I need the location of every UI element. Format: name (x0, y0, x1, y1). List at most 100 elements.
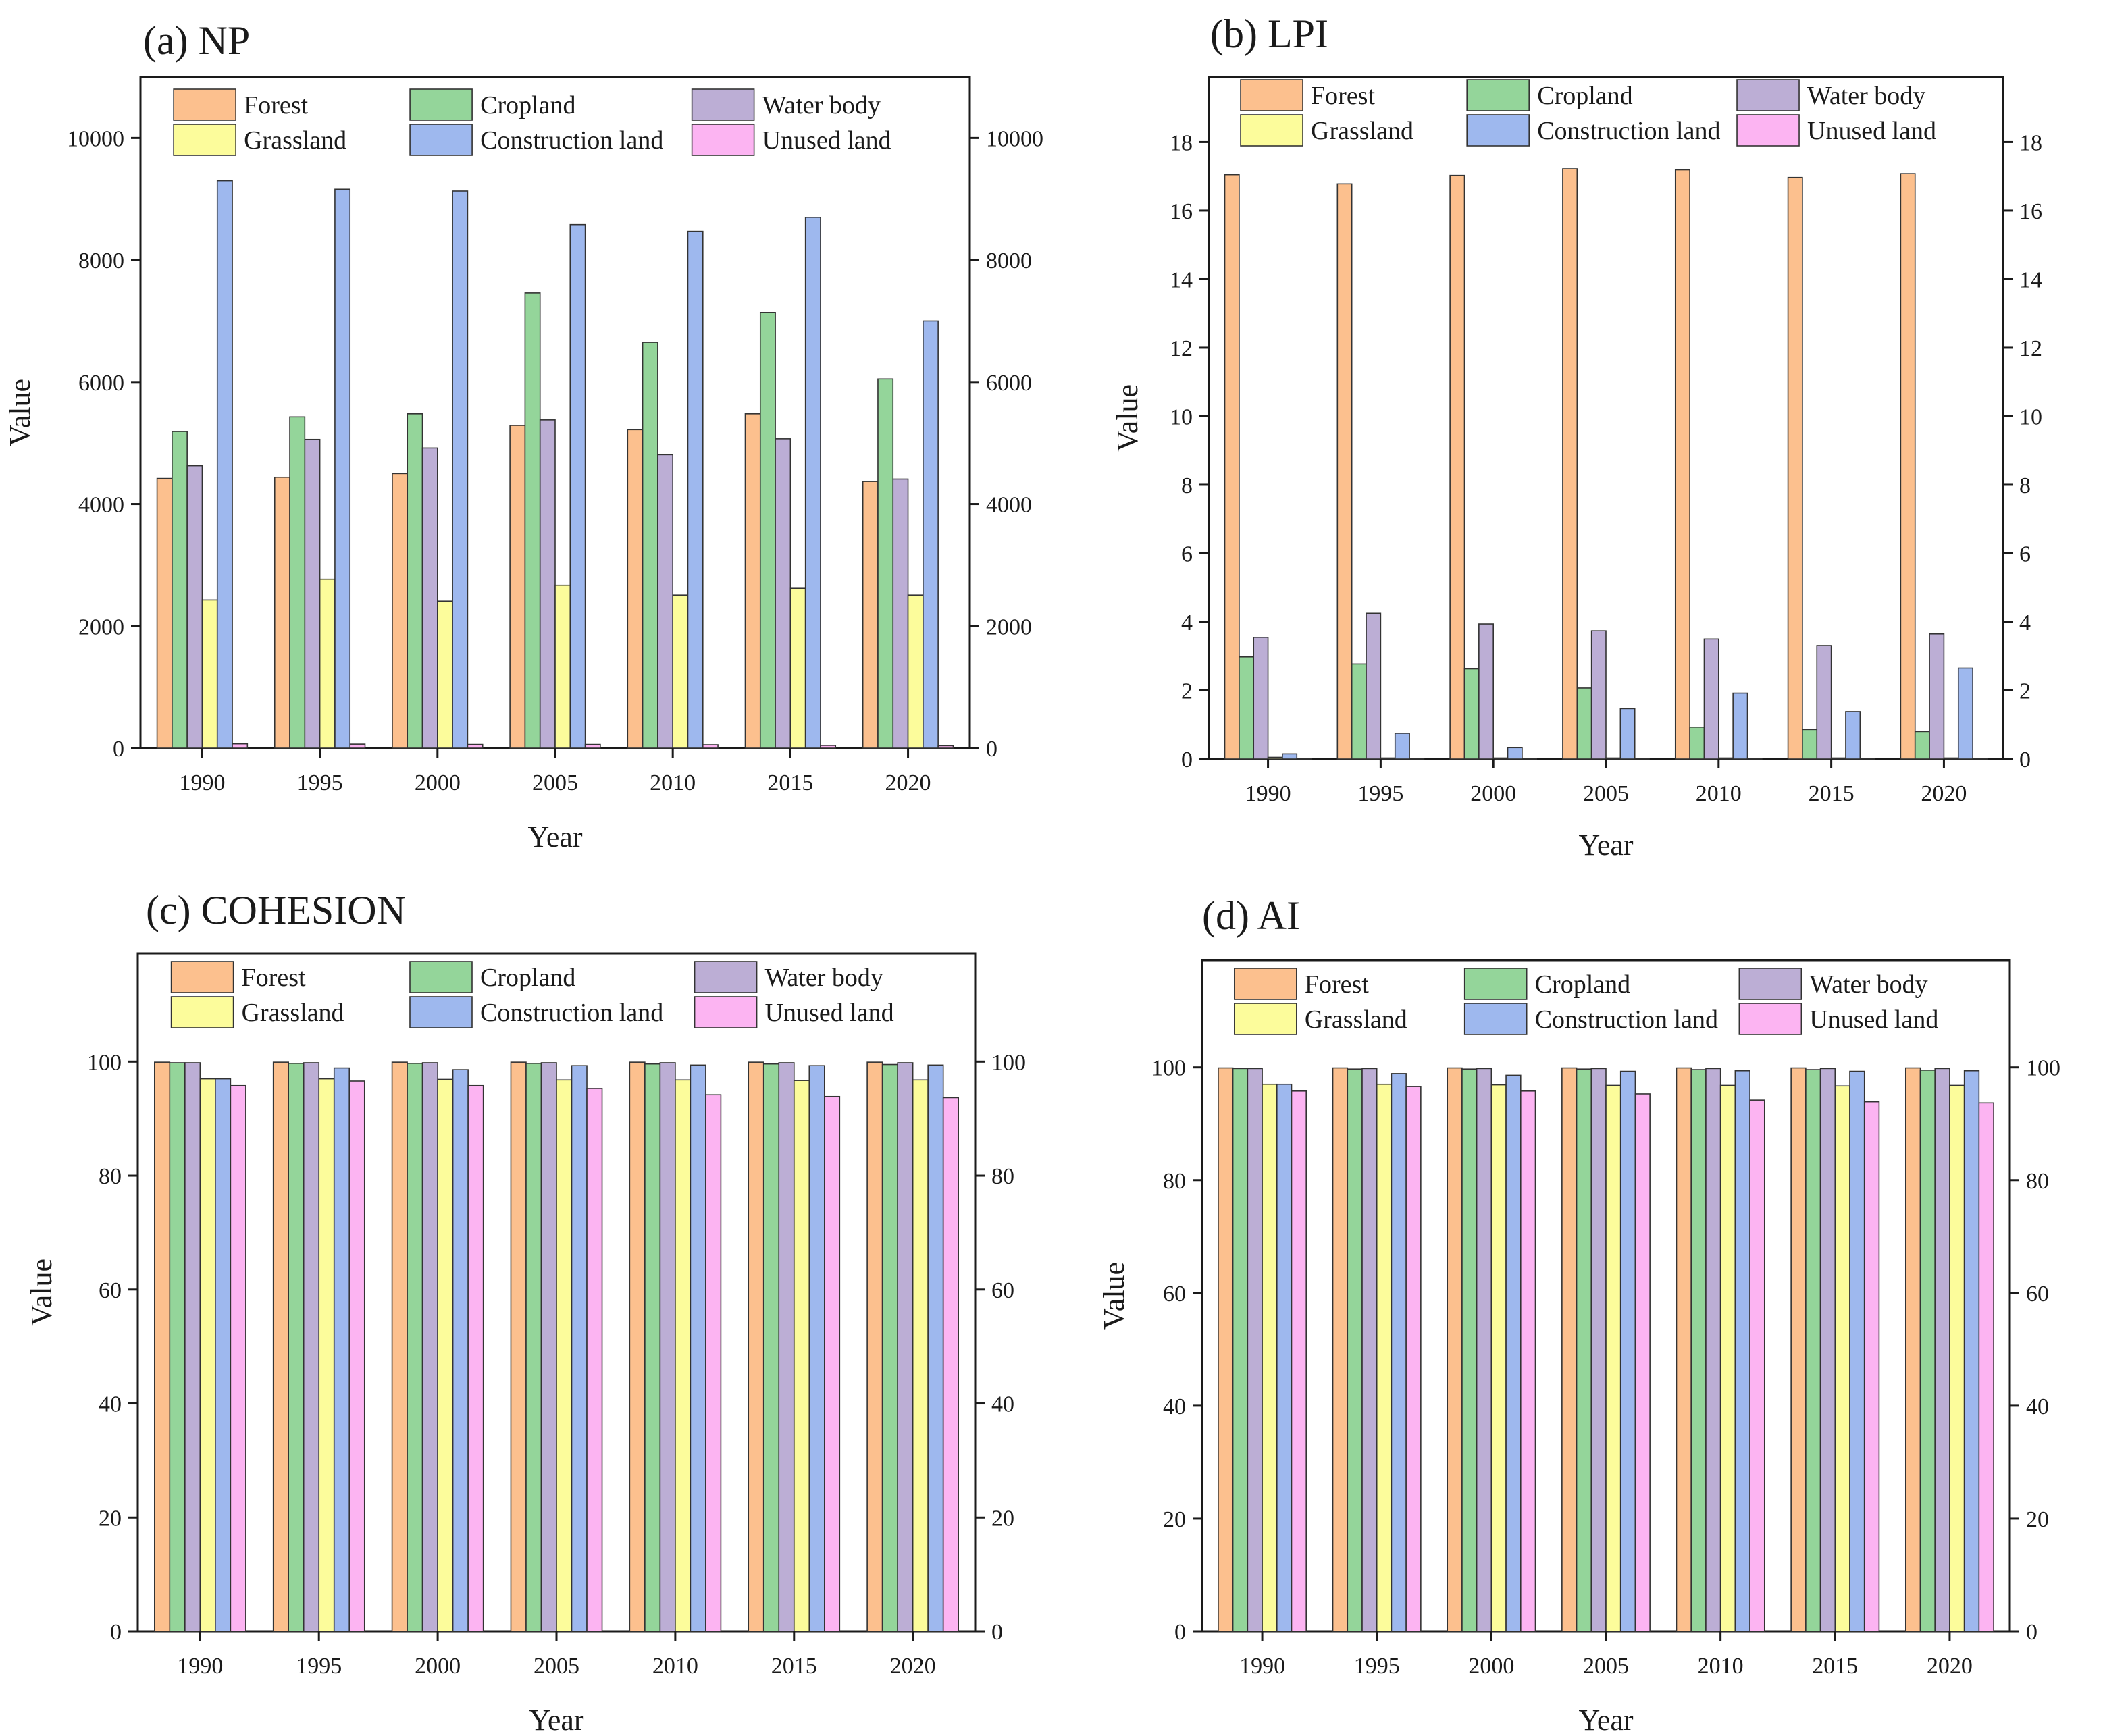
bar-water-body-2020 (897, 1062, 914, 1632)
bar-forest-2005 (1561, 1067, 1578, 1632)
legend-label-grassland: Grassland (242, 999, 344, 1027)
legend-swatch-forest (170, 961, 234, 993)
bar-forest-2015 (744, 413, 761, 749)
bar-cropland-2005 (524, 292, 541, 749)
bar-grassland-1995 (1376, 1083, 1393, 1632)
legend-swatch-construction-land (1466, 114, 1530, 147)
y-tick-label-left: 20 (1163, 1507, 1186, 1532)
bar-unused-land-2020 (1978, 1102, 1994, 1632)
bar-unused-land-2015 (1859, 758, 1875, 760)
x-tick-label: 2005 (1583, 781, 1629, 806)
legend-swatch-grassland (173, 124, 236, 156)
bar-water-body-2005 (539, 419, 556, 749)
bar-cropland-2015 (1805, 1069, 1821, 1632)
y-tick-label-right: 0 (2019, 747, 2031, 772)
bar-cropland-1995 (1347, 1068, 1363, 1632)
bar-water-body-1995 (1361, 1068, 1378, 1632)
bar-water-body-1990 (186, 465, 203, 749)
bar-unused-land-2000 (1520, 1090, 1536, 1632)
legend-swatch-unused-land (1738, 1003, 1802, 1035)
legend-label-unused-land: Unused land (765, 999, 894, 1027)
bar-water-body-1995 (303, 1062, 320, 1632)
y-tick-label-left: 10 (1170, 404, 1193, 429)
legend-label-water-body: Water body (762, 91, 881, 120)
x-tick-label: 2015 (771, 1654, 817, 1679)
bar-construction-land-1995 (1391, 1073, 1407, 1632)
y-tick-label-left: 6 (1181, 542, 1193, 567)
legend-label-forest: Forest (1311, 82, 1375, 110)
x-tick-label: 1995 (1357, 781, 1403, 806)
bar-cropland-2020 (881, 1063, 898, 1632)
bar-unused-land-2010 (1749, 1099, 1765, 1632)
bar-grassland-2000 (1492, 757, 1509, 760)
bar-construction-land-2020 (927, 1064, 944, 1632)
bar-construction-land-2005 (1619, 708, 1636, 760)
y-tick-label-right: 4000 (986, 493, 1032, 518)
y-tick-label-left: 10000 (67, 126, 124, 151)
x-tick-label: 1990 (177, 1654, 223, 1679)
bar-water-body-2005 (1590, 630, 1607, 760)
y-tick-label-right: 6000 (986, 371, 1032, 396)
chart-panel-2: (b) LPI 0 0 2 2 4 4 6 6 8 8 10 10 12 12 14 14 16 16 18 18 199… (1111, 11, 2042, 862)
y-tick-label-left: 2000 (78, 614, 124, 639)
legend-label-water-body: Water body (1809, 970, 1927, 999)
y-tick-label-left: 40 (1163, 1394, 1186, 1419)
bar-water-body-2005 (540, 1062, 557, 1632)
y-tick-label-right: 2000 (986, 614, 1032, 639)
y-tick-label-right: 0 (991, 1620, 1003, 1645)
x-tick-label: 1995 (1354, 1654, 1400, 1679)
y-tick-label-left: 4 (1181, 610, 1193, 635)
bar-grassland-2010 (675, 1079, 692, 1632)
bar-grassland-2015 (1834, 1085, 1850, 1632)
bar-grassland-2020 (1943, 757, 1959, 760)
y-tick-label-right: 8000 (986, 248, 1032, 273)
legend-swatch-forest (1240, 79, 1303, 111)
bar-cropland-2010 (1690, 1069, 1707, 1632)
legend-swatch-water-body (1736, 79, 1800, 111)
bar-construction-land-2015 (1849, 1070, 1865, 1632)
bar-unused-land-1995 (348, 1080, 365, 1632)
y-tick-label-right: 0 (2026, 1620, 2037, 1645)
legend-swatch-unused-land (694, 996, 758, 1028)
bar-forest-2020 (1904, 1067, 1921, 1632)
legend: Forest Cropland Water body Grassland Constru… (170, 961, 894, 1028)
bar-construction-land-1990 (215, 1078, 232, 1632)
bar-construction-land-1995 (1394, 733, 1410, 760)
bar-grassland-2010 (672, 594, 689, 749)
bar-construction-land-1995 (333, 1067, 350, 1632)
legend-label-unused-land: Unused land (762, 126, 891, 155)
bar-grassland-1990 (199, 1078, 216, 1632)
bar-forest-1995 (272, 1061, 289, 1632)
y-tick-label-right: 20 (991, 1506, 1014, 1531)
bar-cropland-2000 (407, 1063, 423, 1632)
bar-construction-land-2010 (690, 1064, 706, 1632)
legend-label-construction-land: Construction land (480, 126, 663, 155)
legend-label-construction-land: Construction land (480, 999, 663, 1027)
bar-cropland-2000 (1463, 668, 1480, 760)
y-tick-label-right: 4 (2019, 610, 2031, 635)
bar-unused-land-2015 (820, 745, 837, 749)
bar-construction-land-2000 (452, 1069, 469, 1632)
bar-forest-1995 (274, 476, 290, 749)
legend-label-construction-land: Construction land (1537, 117, 1720, 145)
y-tick-label-right: 2 (2019, 679, 2031, 704)
bar-grassland-1995 (318, 1078, 335, 1632)
bar-grassland-2010 (1718, 757, 1734, 760)
bar-forest-2020 (862, 481, 879, 749)
bar-grassland-2020 (1949, 1084, 1965, 1632)
bar-unused-land-2010 (1746, 758, 1763, 760)
y-tick-label-left: 16 (1170, 199, 1193, 224)
bar-unused-land-2005 (1634, 1093, 1651, 1632)
legend-label-construction-land: Construction land (1535, 1005, 1718, 1034)
chart-title: (a) NP (143, 18, 250, 63)
bar-forest-2020 (1900, 173, 1916, 760)
x-tick-label: 1990 (179, 770, 225, 795)
bar-forest-2010 (1676, 1067, 1692, 1632)
legend-swatch-water-body (694, 961, 758, 993)
x-axis-title: Year (1578, 1704, 1633, 1736)
chart-title: (c) COHESION (146, 888, 406, 932)
bar-water-body-2005 (1590, 1068, 1607, 1632)
bar-forest-2000 (392, 473, 409, 749)
bar-grassland-2015 (793, 1080, 810, 1632)
x-tick-label: 2010 (1698, 1654, 1744, 1679)
